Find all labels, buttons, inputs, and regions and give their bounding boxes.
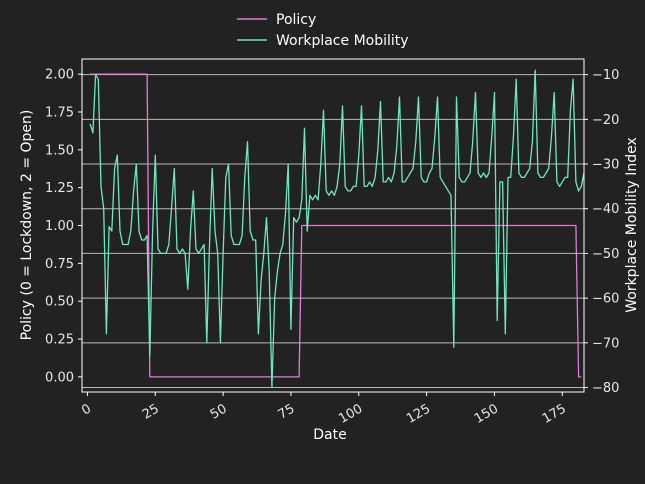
left-y-tick-label: 1.25 [45, 181, 74, 196]
legend-mobility-label: Workplace Mobility [276, 33, 409, 49]
right-y-tick-label: −30 [592, 158, 619, 173]
legend-policy-label: Policy [276, 12, 316, 28]
series-lines [89, 69, 585, 389]
left-y-tick-label: 1.00 [45, 219, 74, 234]
left-y-axis-label: Policy (0 = Lockdown, 2 = Open) [19, 110, 35, 341]
left-y-tick-label: 0.75 [45, 257, 74, 272]
policy-series-line [90, 73, 582, 378]
left-y-tick-label: 1.75 [45, 105, 74, 120]
legend: Policy Workplace Mobility [237, 12, 409, 49]
right-y-tick-label: −70 [592, 336, 619, 351]
right-y-tick-label: −50 [592, 247, 619, 262]
right-y-tick-label: −60 [592, 292, 619, 307]
left-y-tick-label: 0.00 [45, 370, 74, 385]
left-y-axis: 0.00 0.25 0.50 0.75 1.00 1.25 1.50 1.75 2.00 [45, 68, 82, 385]
right-y-axis-label: Workplace Mobility Index [624, 137, 640, 313]
right-y-tick-label: −80 [592, 381, 619, 396]
x-tick-label: 75 [276, 401, 298, 422]
right-y-tick-label: −10 [592, 68, 619, 83]
x-axis-label: Date [313, 427, 346, 443]
right-y-axis: −80 −70 −60 −50 −40 −30 −20 −10 [584, 68, 619, 396]
x-tick-label: 50 [208, 401, 230, 422]
right-y-tick-label: −20 [592, 113, 619, 128]
mobility-series-line [89, 69, 585, 389]
left-y-tick-label: 0.50 [45, 295, 74, 310]
left-y-tick-label: 2.00 [45, 68, 74, 83]
right-y-tick-label: −40 [592, 202, 619, 217]
x-tick-label: 25 [140, 401, 162, 422]
left-y-tick-label: 1.50 [45, 143, 74, 158]
left-y-tick-label: 0.25 [45, 333, 74, 348]
